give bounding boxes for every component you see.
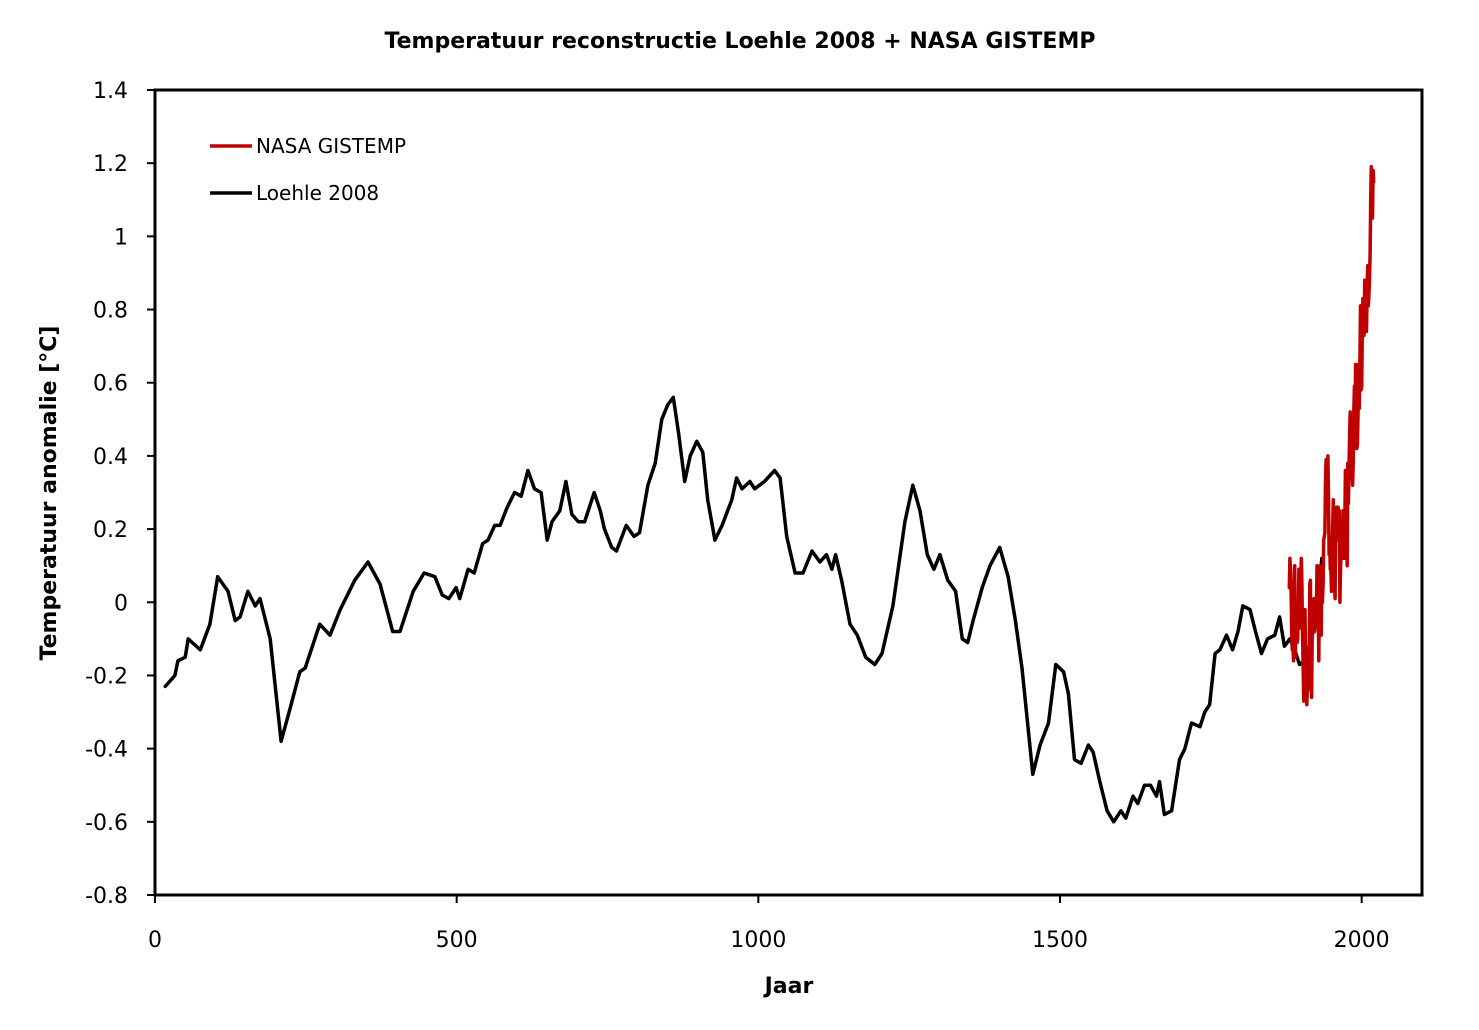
legend: NASA GISTEMP Loehle 2008	[210, 134, 406, 205]
x-axis-ticks: 0 500 1000 1500 2000	[148, 895, 1390, 953]
y-tick-label: 0.6	[93, 372, 128, 397]
y-tick-label: -0.6	[85, 811, 128, 836]
legend-item-nasa-gistemp: NASA GISTEMP	[210, 134, 406, 158]
y-tick-label: 0.2	[93, 518, 128, 543]
y-axis-title: Temperatuur anomalie [°C]	[37, 326, 62, 661]
x-tick-label: 0	[148, 928, 162, 953]
y-tick-label: -0.4	[85, 738, 128, 763]
x-tick-label: 2000	[1334, 928, 1390, 953]
y-tick-label: 0	[114, 591, 128, 616]
y-tick-label: 1.2	[93, 152, 128, 177]
x-tick-label: 500	[436, 928, 478, 953]
legend-label-nasa-gistemp: NASA GISTEMP	[256, 134, 406, 158]
y-tick-label: 1.4	[93, 79, 128, 104]
y-tick-label: 0.8	[93, 299, 128, 324]
legend-label-loehle-2008: Loehle 2008	[256, 181, 379, 205]
y-axis-ticks: -0.8 -0.6 -0.4 -0.2 0 0.2 0.4 0.6 0.8 1 1.2 1.4	[85, 79, 155, 909]
x-axis-title: Jaar	[763, 974, 814, 999]
series-layer	[163, 165, 1376, 824]
x-tick-label: 1500	[1032, 928, 1088, 953]
x-tick-label: 1000	[730, 928, 786, 953]
y-tick-label: -0.8	[85, 884, 128, 909]
y-tick-label: 0.4	[93, 445, 128, 470]
chart-title: Temperatuur reconstructie Loehle 2008 + …	[385, 29, 1096, 54]
series-line-nasa-gistemp	[1287, 165, 1376, 707]
plot-area-frame	[153, 88, 1424, 897]
legend-item-loehle-2008: Loehle 2008	[210, 181, 379, 205]
series-line-loehle-2008	[163, 395, 1324, 824]
y-tick-label: 1	[114, 225, 128, 250]
y-tick-label: -0.2	[85, 664, 128, 689]
